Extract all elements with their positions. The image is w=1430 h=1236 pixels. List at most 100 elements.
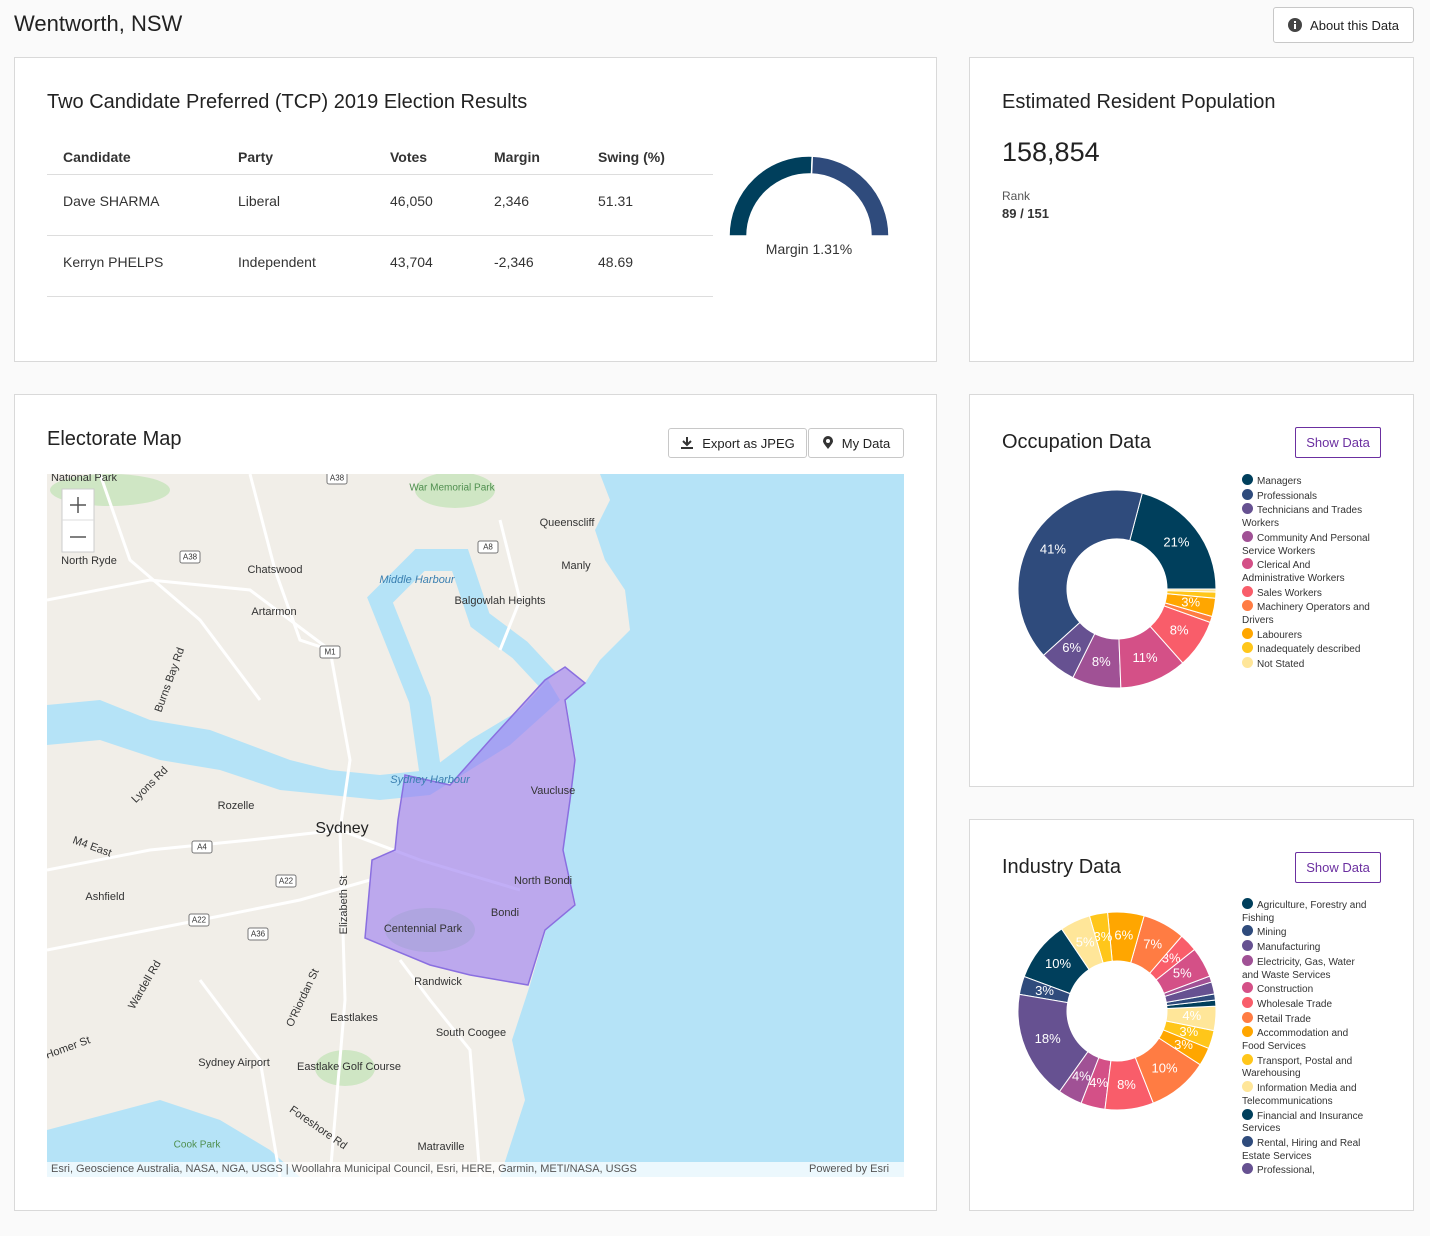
population-value: 158,854	[1002, 137, 1100, 167]
road-shield	[319, 645, 341, 659]
legend-label: Rental, Hiring and Real Estate Services	[1242, 1137, 1361, 1162]
map-label: Sydney Harbour	[390, 774, 471, 786]
legend-label: Inadequately described	[1257, 644, 1361, 656]
donut-segment	[1166, 588, 1217, 593]
electorate-map[interactable]: National Park War Memorial Park Queensclif…	[47, 474, 904, 1177]
legend-item: Labourers	[1242, 627, 1370, 643]
map-title: Electorate Map	[47, 428, 182, 450]
my-data-button[interactable]: My Data	[808, 428, 904, 458]
election-card	[14, 57, 937, 362]
legend-label: Mining	[1257, 927, 1287, 939]
legend-swatch	[1242, 1163, 1253, 1175]
legend-item: Retail Trade	[1242, 1011, 1370, 1027]
occupation-title: Occupation Data	[1002, 431, 1151, 453]
gauge-segment	[810, 155, 890, 237]
data-label: 5%	[1076, 935, 1095, 950]
road-shield-label: A38	[183, 553, 198, 562]
data-label: 4%	[1072, 1068, 1091, 1083]
map-label: Centennial Park	[384, 923, 463, 935]
table-cell: 48.69	[598, 254, 634, 270]
legend-item: Inadequately described	[1242, 642, 1370, 657]
about-label: About this Data	[1310, 17, 1399, 33]
road-shield-label: A8	[483, 543, 493, 552]
occupation-donut: 21% 41% 6% 8% 11% 8% 3%	[1017, 489, 1217, 689]
column-header: Candidate	[63, 149, 131, 165]
rank-label: Rank	[1002, 189, 1031, 203]
legend-item: Community And Personal Service Workers	[1242, 530, 1370, 558]
data-label: 18%	[1035, 1031, 1061, 1046]
data-label: 8%	[1092, 654, 1111, 669]
column-header: Votes	[390, 149, 428, 165]
about-button[interactable]: About this Data	[1273, 7, 1414, 43]
map-label: Queenscliff	[540, 517, 596, 529]
legend-label: Labourers	[1257, 629, 1303, 641]
road-shield	[477, 540, 499, 554]
margin-gauge	[728, 155, 890, 237]
zoom-in[interactable]	[70, 497, 86, 513]
my-data-label: My Data	[841, 435, 891, 451]
road-shield	[191, 840, 213, 854]
powered-by: Powered by Esri	[809, 1163, 890, 1175]
data-label: 3%	[1094, 929, 1113, 944]
gauge-label: Margin 1.31%	[765, 241, 853, 257]
population-title: Estimated Resident Population	[1002, 91, 1276, 113]
row-divider	[47, 296, 713, 297]
legend-item: Manufacturing	[1242, 940, 1370, 955]
legend-label: Community And Personal Service Workers	[1242, 532, 1370, 557]
legend-swatch	[1242, 642, 1253, 654]
table-cell: 51.31	[598, 193, 634, 209]
legend-swatch	[1242, 1011, 1253, 1023]
map-label: Cook Park	[174, 1140, 222, 1151]
legend-item: Professional,	[1242, 1163, 1370, 1178]
map-label: Elizabeth St	[338, 876, 350, 935]
road-shield	[188, 913, 210, 927]
legend-swatch	[1242, 657, 1253, 669]
gauge-segment	[728, 155, 814, 237]
legend-item: Transport, Postal and Warehousing	[1242, 1053, 1370, 1081]
map-label: Randwick	[414, 976, 462, 988]
occupation-show-data[interactable]: Show Data	[1295, 427, 1381, 458]
map-label: Balgowlah Heights	[454, 595, 546, 607]
zoom-control[interactable]	[61, 488, 95, 553]
legend-swatch	[1242, 982, 1253, 994]
legend-label: Clerical And Administrative Workers	[1242, 560, 1345, 584]
legend-label: Managers	[1257, 476, 1302, 487]
legend-item: Wholesale Trade	[1242, 996, 1370, 1012]
legend-item: Information Media and Telecommunications	[1242, 1081, 1370, 1108]
data-label: 21%	[1163, 535, 1189, 550]
legend-swatch	[1242, 996, 1253, 1008]
botany-bay	[47, 1100, 300, 1177]
export-button[interactable]: Export as JPEG	[668, 428, 807, 458]
map-label: Bondi	[491, 907, 519, 919]
road-shield-label: A22	[279, 877, 294, 886]
column-header: Swing (%)	[598, 149, 665, 165]
legend-label: Electricity, Gas, Water and Waste Servic…	[1242, 956, 1355, 981]
column-header: Party	[238, 149, 274, 165]
sea	[500, 474, 904, 1177]
legend-item: Professionals	[1242, 488, 1370, 504]
industry-show-data[interactable]: Show Data	[1295, 852, 1381, 883]
legend-label: Agriculture, Forestry and Fishing	[1242, 900, 1367, 924]
legend-swatch	[1242, 503, 1253, 515]
pin-icon	[822, 436, 833, 449]
map-label: Ashfield	[85, 891, 124, 903]
industry-title: Industry Data	[1002, 856, 1121, 878]
middle-harbour	[367, 549, 557, 772]
table-cell: Kerryn PHELPS	[63, 254, 164, 270]
export-label: Export as JPEG	[702, 435, 795, 451]
data-label: 8%	[1170, 622, 1189, 637]
legend-label: Information Media and Telecommunications	[1242, 1083, 1357, 1107]
data-label: 7%	[1143, 936, 1162, 951]
legend-swatch	[1242, 1135, 1253, 1147]
legend-swatch	[1242, 1081, 1253, 1093]
legend-item: Construction	[1242, 982, 1370, 997]
road-shield-label: A36	[251, 930, 266, 939]
legend-item: Clerical And Administrative Workers	[1242, 558, 1370, 585]
data-label: 10%	[1045, 956, 1071, 971]
legend-item: Electricity, Gas, Water and Waste Servic…	[1242, 954, 1370, 982]
map-label: South Coogee	[436, 1027, 506, 1039]
legend-swatch	[1242, 474, 1253, 485]
page-title: Wentworth, NSW	[14, 11, 183, 36]
map-label: Vaucluse	[531, 785, 575, 797]
